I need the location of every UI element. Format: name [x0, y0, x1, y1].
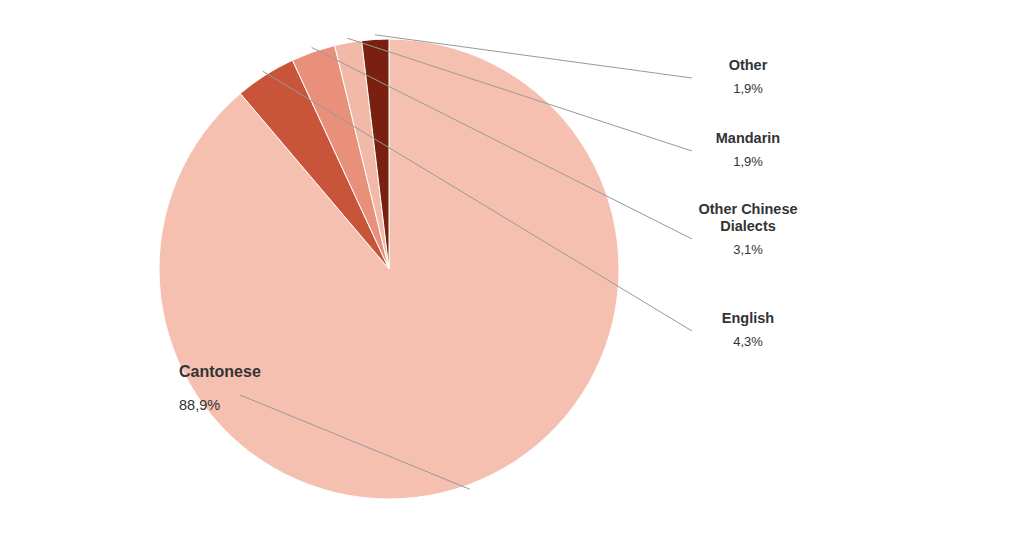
leader-line [240, 395, 470, 489]
pie-slice [362, 39, 389, 269]
slice-value-label: 88,9% [179, 397, 220, 413]
slice-label-line: English [722, 310, 774, 326]
slice-label-line: Other [729, 57, 768, 73]
slice-value-label: 3,1% [733, 242, 763, 257]
chart-container: Other 1,9% Mandarin 1,9% Other ChineseDialec… [0, 0, 1024, 538]
slice-label: Other ChineseDialects [698, 201, 797, 234]
slice-value-label: 4,3% [733, 334, 763, 349]
leader-line [263, 71, 692, 331]
slice-label: Other [729, 57, 768, 73]
chart-svg: Other 1,9% Mandarin 1,9% Other ChineseDialec… [0, 0, 1024, 538]
leader-line [375, 35, 692, 78]
slice-label-line: Mandarin [716, 130, 780, 146]
pie-slice [159, 39, 619, 499]
leader-line [347, 38, 692, 151]
slice-value-label: 1,9% [733, 154, 763, 169]
leader-line [312, 48, 692, 239]
slice-label: Cantonese [179, 363, 261, 380]
slice-value-label: 1,9% [733, 81, 763, 96]
slice-label-line: Cantonese [179, 363, 261, 380]
labels: Other 1,9% Mandarin 1,9% Other ChineseDialec… [179, 35, 798, 489]
pie [159, 39, 619, 499]
slice-label-line: Other Chinese [698, 201, 797, 217]
slice-label: Mandarin [716, 130, 780, 146]
slice-label: English [722, 310, 774, 326]
slice-label-line: Dialects [720, 218, 776, 234]
